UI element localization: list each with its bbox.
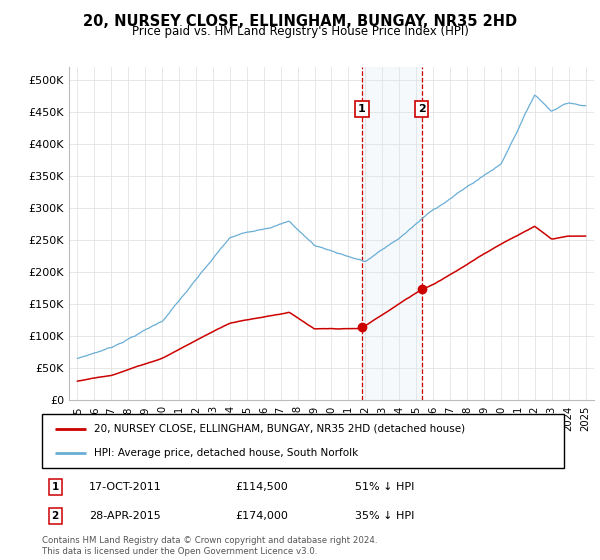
- Text: 1: 1: [52, 482, 59, 492]
- Text: 51% ↓ HPI: 51% ↓ HPI: [355, 482, 415, 492]
- Text: 35% ↓ HPI: 35% ↓ HPI: [355, 511, 415, 521]
- Text: Contains HM Land Registry data © Crown copyright and database right 2024.
This d: Contains HM Land Registry data © Crown c…: [42, 536, 377, 556]
- Text: £114,500: £114,500: [235, 482, 288, 492]
- FancyBboxPatch shape: [42, 414, 564, 468]
- Text: 20, NURSEY CLOSE, ELLINGHAM, BUNGAY, NR35 2HD: 20, NURSEY CLOSE, ELLINGHAM, BUNGAY, NR3…: [83, 14, 517, 29]
- Text: £174,000: £174,000: [235, 511, 288, 521]
- Bar: [362, 67, 422, 400]
- Text: Price paid vs. HM Land Registry's House Price Index (HPI): Price paid vs. HM Land Registry's House …: [131, 25, 469, 38]
- Text: 2: 2: [418, 104, 425, 114]
- Text: 2: 2: [52, 511, 59, 521]
- Text: 1: 1: [358, 104, 366, 114]
- Text: 20, NURSEY CLOSE, ELLINGHAM, BUNGAY, NR35 2HD (detached house): 20, NURSEY CLOSE, ELLINGHAM, BUNGAY, NR3…: [94, 424, 466, 434]
- Text: 17-OCT-2011: 17-OCT-2011: [89, 482, 162, 492]
- Text: 28-APR-2015: 28-APR-2015: [89, 511, 161, 521]
- Text: HPI: Average price, detached house, South Norfolk: HPI: Average price, detached house, Sout…: [94, 448, 358, 458]
